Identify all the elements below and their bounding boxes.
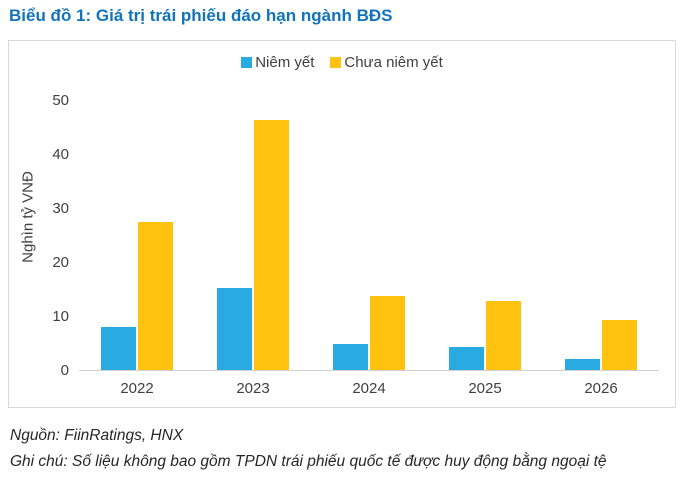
bar-group-2022: 2022 <box>101 221 173 397</box>
bar-niem-yet-2025 <box>449 347 484 370</box>
bar-niem-yet-2024 <box>333 343 368 370</box>
bar-group-2023: 2023 <box>217 120 289 397</box>
bar-chua-niem-yet-2024 <box>370 296 405 370</box>
bar-group-2025: 2025 <box>449 301 521 397</box>
legend-label-niem-yet: Niêm yết <box>255 54 315 71</box>
chart-plot-frame: Niêm yết Chưa niêm yết Nghìn tỷ VNĐ 0 10 2… <box>8 40 676 408</box>
bar-niem-yet-2026 <box>565 358 600 370</box>
chart-title: Biểu đồ 1: Giá trị trái phiếu đáo hạn ng… <box>9 6 393 25</box>
legend-label-chua-niem-yet: Chưa niêm yết <box>344 54 443 71</box>
footnote: Ghi chú: Số liệu không bao gồm TPDN trái… <box>10 453 607 470</box>
x-tick-label: 2022 <box>120 380 154 397</box>
y-tick-label: 0 <box>60 362 69 379</box>
y-tick-label: 50 <box>52 92 69 109</box>
bar-chua-niem-yet-2023 <box>254 120 289 370</box>
y-tick-label: 30 <box>52 200 69 217</box>
y-tick-label: 40 <box>52 146 69 163</box>
bar-group-2024: 2024 <box>333 296 405 397</box>
source-note: Nguồn: FiinRatings, HNX <box>10 427 184 444</box>
y-axis-ticks: 0 10 20 30 40 50 <box>9 92 69 379</box>
x-tick-label: 2023 <box>236 380 270 397</box>
legend-swatch-niem-yet <box>241 57 253 68</box>
legend-item-niem-yet: Niêm yết <box>241 54 314 71</box>
x-tick-label: 2024 <box>352 380 386 397</box>
legend-swatch-chua-niem-yet <box>330 57 342 68</box>
x-tick-label: 2025 <box>468 380 502 397</box>
y-tick-label: 20 <box>52 254 69 271</box>
y-tick-label: 10 <box>52 308 69 325</box>
legend: Niêm yết Chưa niêm yết <box>9 54 675 71</box>
bar-niem-yet-2023 <box>217 287 252 370</box>
bar-niem-yet-2022 <box>101 326 136 370</box>
bar-group-2026: 2026 <box>565 320 637 397</box>
bar-chua-niem-yet-2022 <box>138 221 173 370</box>
x-tick-label: 2026 <box>584 380 618 397</box>
bar-chua-niem-yet-2025 <box>486 301 521 370</box>
bar-chua-niem-yet-2026 <box>602 320 637 370</box>
legend-item-chua-niem-yet: Chưa niêm yết <box>330 54 443 71</box>
plot-area: 2022 2023 2024 2025 2026 <box>79 100 659 397</box>
